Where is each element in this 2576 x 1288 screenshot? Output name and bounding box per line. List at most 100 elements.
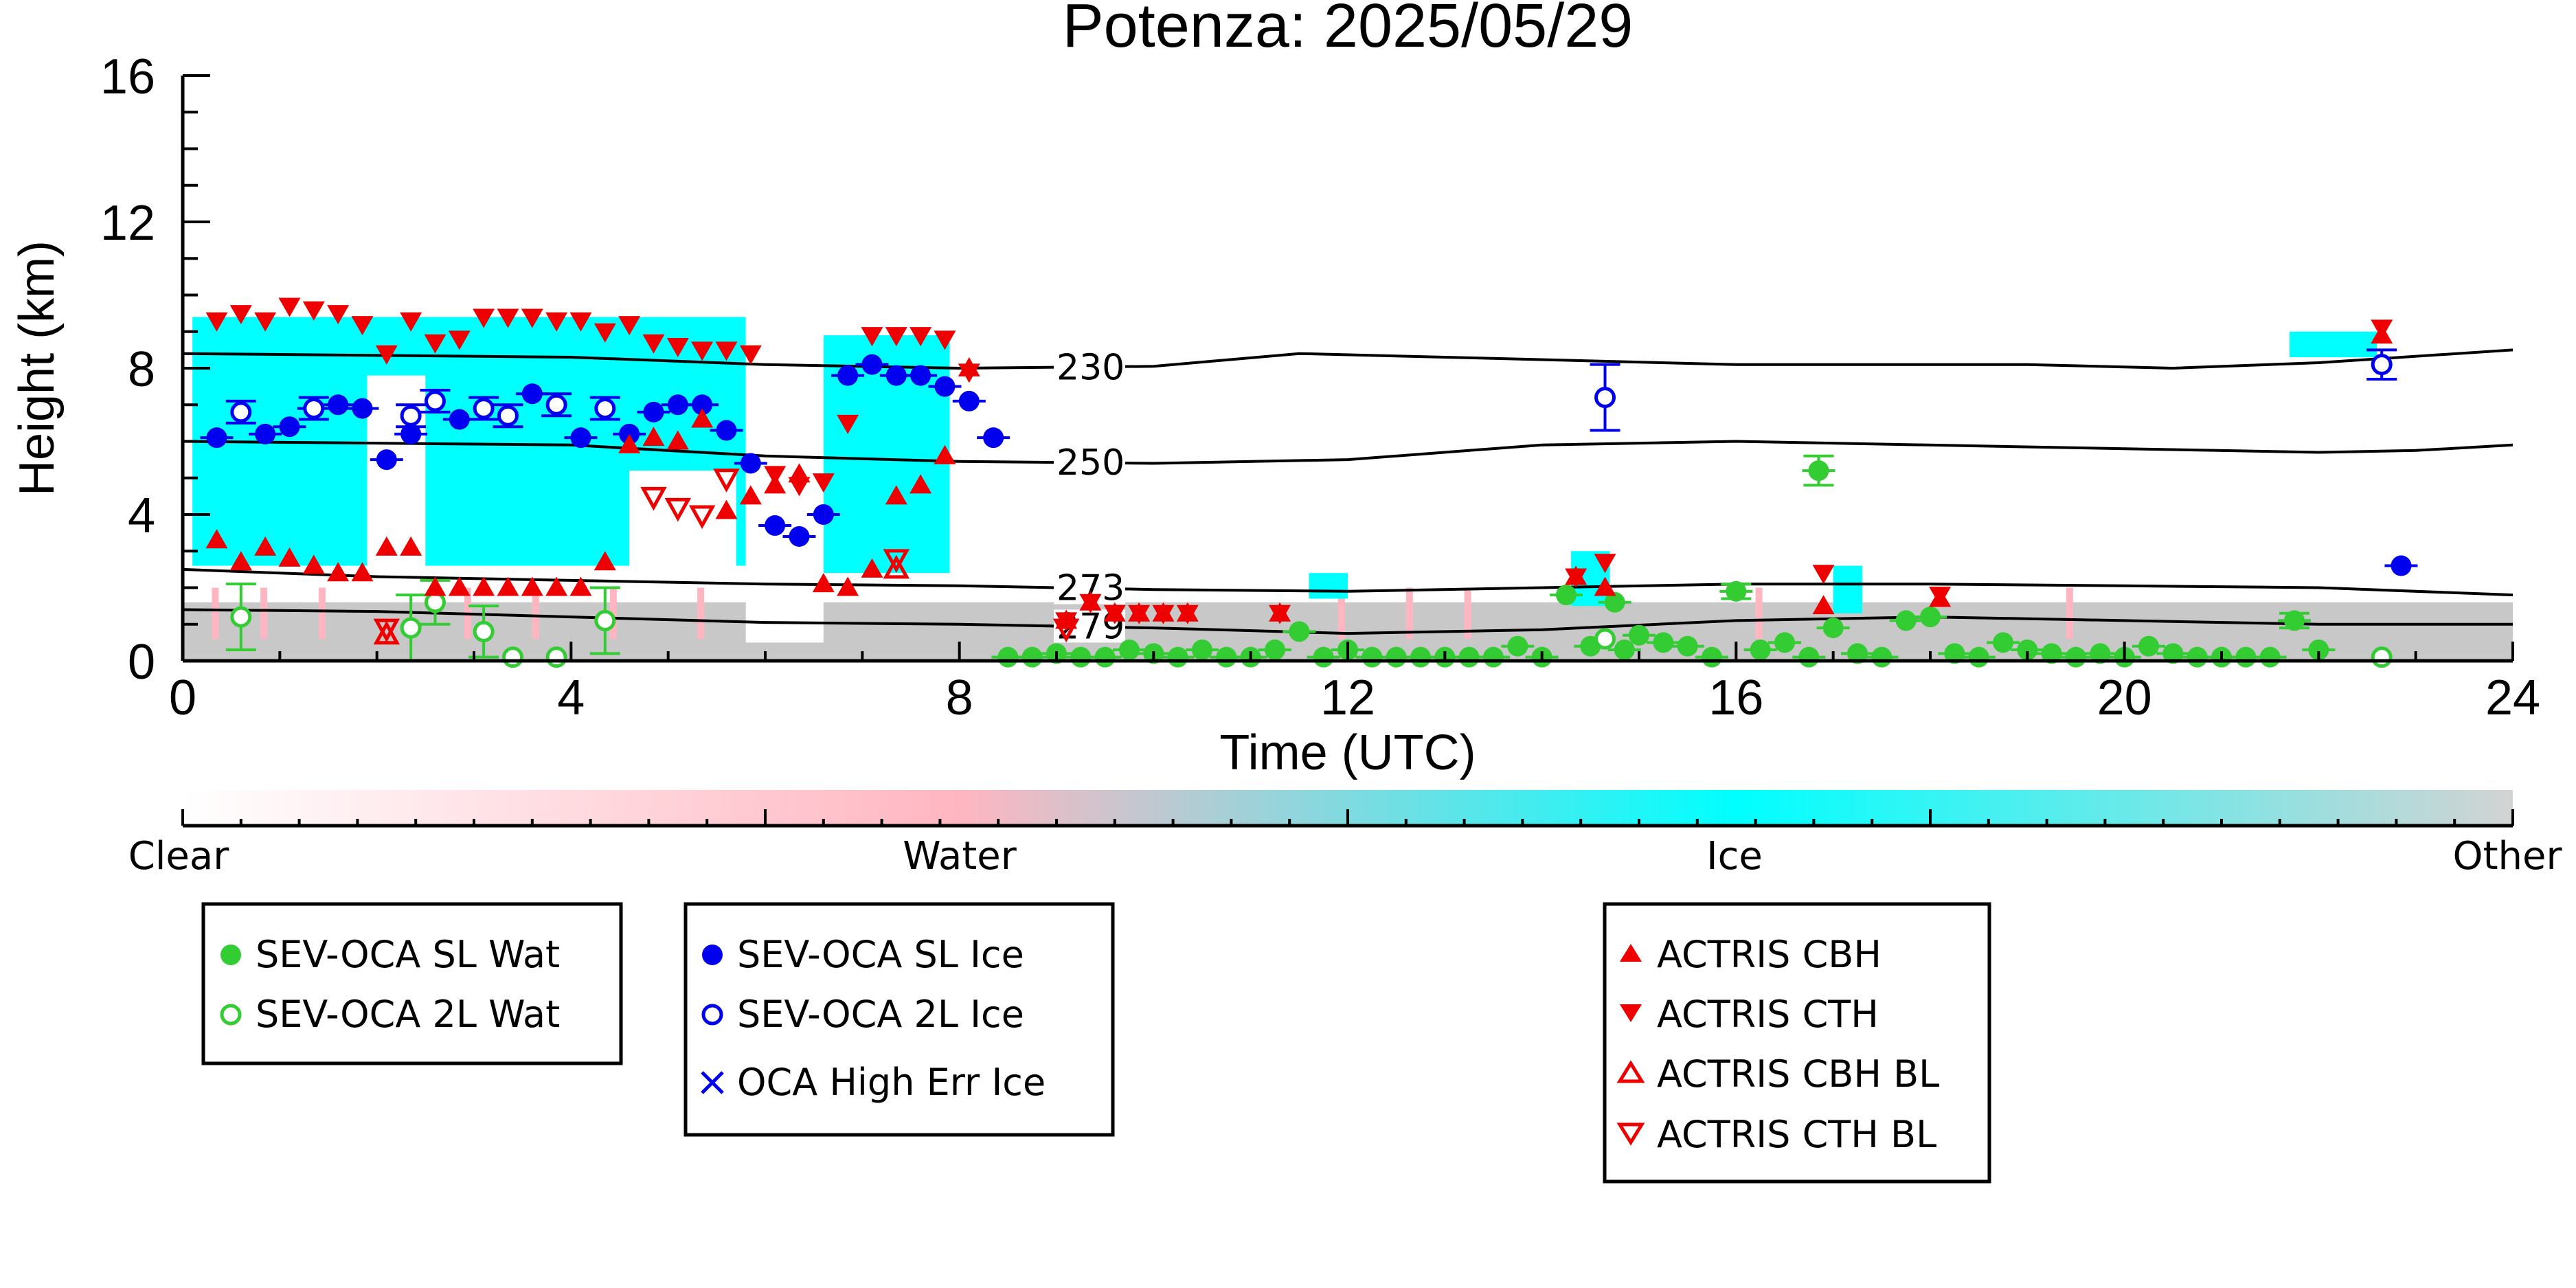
marker-sev-oca-sl-wat [1653,632,1674,653]
x-tick-label: 12 [1320,670,1375,725]
marker-actris-cth [885,327,907,347]
marker-actris-cth-bl [688,505,716,530]
marker-sev-oca-2l-ice [400,405,422,427]
marker-actris-cth-bl [1052,618,1080,643]
marker-sev-oca-sl-wat [2138,635,2159,657]
marker-actris-cth [569,312,592,332]
isotherm-line [182,567,2513,597]
marker-sev-oca-sl-wat [1798,646,1820,668]
marker-sev-oca-sl-wat [1871,646,1893,668]
legend-label-2l-ice: SEV-OCA 2L Ice [737,993,1024,1036]
marker-actris-cth [473,308,495,328]
marker-sev-oca-sl-ice [983,427,1004,449]
y-tick-label: 12 [100,196,155,251]
marker-sev-oca-sl-ice [206,427,227,449]
legend-label-cth-bl: ACTRIS CTH BL [1657,1113,1936,1156]
legend-actris-box [1603,902,1991,1184]
marker-sev-oca-sl-ice [692,394,713,416]
marker-actris-cth-bl [883,549,910,574]
marker-actris-cth [1128,605,1151,624]
marker-sev-oca-2l-wat [1594,628,1616,650]
marker-sev-oca-sl-wat [1216,646,1237,668]
marker-actris-cbh [448,576,471,596]
mask-water-streak [1337,587,1345,640]
legend-marker-cbh-bl [1616,1060,1645,1083]
colorbar-label-other: Other [2452,834,2562,879]
marker-actris-cth [642,334,665,354]
legend-marker-cbh [1620,944,1642,962]
marker-actris-cbh [934,444,956,464]
legend-label-sl-wat: SEV-OCA SL Wat [256,933,560,976]
legend-marker-2l-ice [701,1004,723,1026]
marker-actris-cth-bl [713,468,740,493]
marker-sev-oca-sl-wat [1774,632,1795,653]
marker-actris-cth [351,316,374,336]
marker-actris-cth [229,305,252,325]
y-tick-label: 0 [128,635,155,690]
marker-sev-oca-sl-wat [1192,640,1212,661]
marker-sev-oca-2l-wat [230,606,252,628]
x-tick-label: 4 [557,670,585,725]
mask-water-streak [212,587,219,640]
marker-sev-oca-2l-ice [424,390,446,412]
marker-actris-cth [424,334,447,354]
y-tick-label: 4 [128,488,155,543]
marker-sev-oca-sl-ice [279,416,300,438]
marker-actris-cth [205,312,228,332]
marker-actris-cth [1103,605,1126,624]
marker-sev-oca-2l-ice [303,398,325,420]
isotherm-label: 250 [1057,442,1125,484]
marker-sev-oca-sl-wat [2017,640,2038,661]
marker-actris-cth [861,327,883,347]
marker-actris-cbh [666,430,689,450]
marker-sev-oca-sl-wat [2090,643,2111,664]
marker-sev-oca-sl-wat [1808,460,1829,482]
marker-actris-cth [618,316,641,336]
marker-sev-oca-sl-wat [1677,635,1698,657]
marker-sev-oca-2l-ice [473,398,495,420]
marker-actris-cbh [812,573,835,593]
isotherm-label-bg [1054,446,1125,479]
marker-sev-oca-sl-wat [1944,643,1965,664]
colorbar-label-water: Water [903,834,1017,879]
x-tick-label: 16 [1708,670,1763,725]
marker-sev-oca-sl-wat [1847,643,1868,664]
marker-sev-oca-sl-wat [2259,646,2281,668]
marker-actris-cth [1176,605,1199,624]
marker-sev-oca-sl-ice [352,398,373,419]
marker-actris-cbh [229,551,252,571]
marker-actris-cth [788,477,811,497]
mask-water-streak [532,587,539,640]
x-tick-label: 0 [169,670,196,725]
marker-actris-cbh [594,551,616,571]
marker-sev-oca-sl-wat [1895,610,1917,631]
marker-sev-oca-sl-wat [1822,618,1844,639]
marker-actris-cbh [327,562,350,582]
marker-sev-oca-sl-ice [716,420,737,441]
legend-marker-cth [1620,1004,1642,1022]
marker-sev-oca-sl-wat [997,646,1019,668]
marker-sev-oca-sl-wat [1750,640,1771,661]
mask-water-streak [2066,587,2073,640]
marker-sev-oca-sl-wat [1702,646,1722,668]
tick-layer: 0 4 8 12 16 20 24 0 4 8 12 16 [100,49,2540,725]
legend-marker-sl-wat [221,945,241,965]
marker-sev-oca-sl-ice [813,504,834,525]
marker-sev-oca-sl-wat [1507,635,1528,657]
marker-sev-oca-2l-wat [2371,646,2393,668]
legend-label-cbh-bl: ACTRIS CBH BL [1657,1052,1939,1096]
marker-sev-oca-2l-ice [545,394,567,416]
marker-actris-cth [2371,319,2393,339]
marker-actris-cbh [375,536,398,556]
marker-actris-cbh [837,576,859,596]
marker-actris-cth [327,305,350,325]
marker-sev-oca-sl-ice [376,449,397,471]
legend-marker-cth-bl [1616,1122,1645,1146]
mask-water-streak [318,587,326,640]
mask-ice-region [2289,331,2377,358]
marker-actris-cth [594,323,616,343]
colorbar-label-clear: Clear [128,834,229,879]
mask-ice-region [1833,565,1863,613]
marker-sev-oca-sl-ice [570,427,591,449]
x-tick-label: 20 [2097,670,2152,725]
